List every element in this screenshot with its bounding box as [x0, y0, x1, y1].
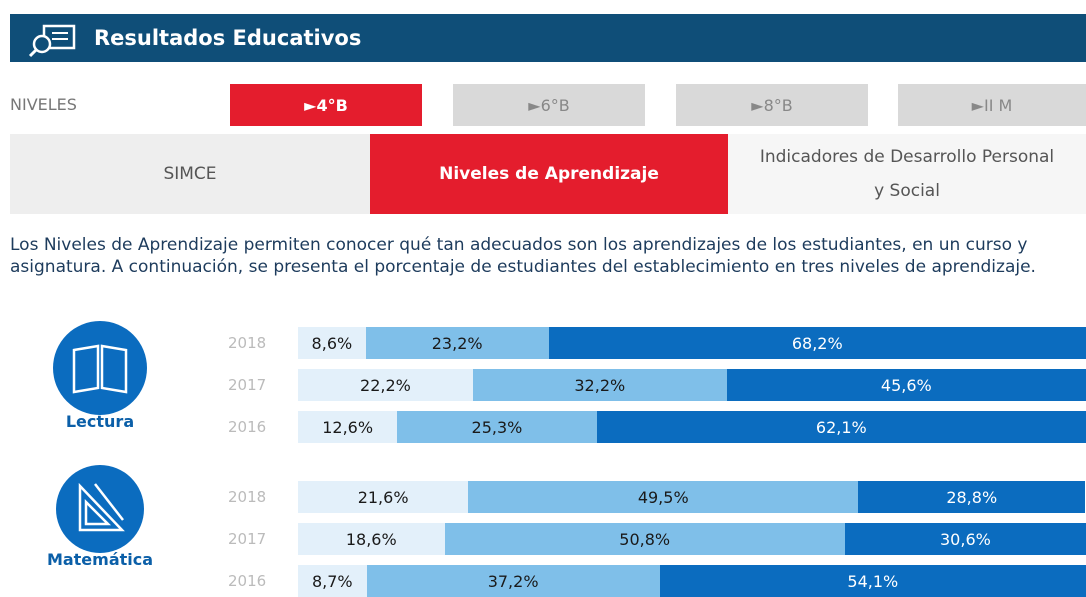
- bar-segment: 25,3%: [397, 411, 597, 443]
- level-tab[interactable]: ►6°B: [453, 84, 645, 126]
- levels-label: NIVELES: [10, 95, 77, 114]
- subject-name: Matemática: [46, 550, 154, 569]
- header-title: Resultados Educativos: [94, 26, 362, 50]
- year-label: 2018: [228, 488, 267, 506]
- subject-name: Lectura: [65, 412, 135, 431]
- level-tab[interactable]: ►II M: [898, 84, 1086, 126]
- bar-segment: 23,2%: [365, 327, 549, 359]
- bar-segment: 30,6%: [844, 523, 1086, 555]
- bar-segment: 37,2%: [366, 565, 660, 597]
- bar-segment: 32,2%: [472, 369, 727, 401]
- header-icon: [28, 24, 76, 58]
- bar-segment: 12,6%: [298, 411, 398, 443]
- level-tab[interactable]: ►8°B: [676, 84, 868, 126]
- year-label: 2016: [228, 572, 267, 590]
- year-label: 2017: [228, 376, 267, 394]
- header-bar: [10, 14, 1086, 62]
- bar-segment: 22,2%: [298, 369, 473, 401]
- bar-segment: 49,5%: [468, 481, 859, 513]
- section-tab[interactable]: Niveles de Aprendizaje: [370, 134, 728, 214]
- bar-segment: 8,6%: [298, 327, 366, 359]
- bar-segment: 50,8%: [444, 523, 845, 555]
- bar-segment: 28,8%: [858, 481, 1086, 513]
- year-label: 2017: [228, 530, 267, 548]
- description: Los Niveles de Aprendizaje permiten cono…: [10, 235, 1036, 277]
- section-tab[interactable]: SIMCE: [10, 134, 370, 214]
- bar-segment: 54,1%: [659, 565, 1086, 597]
- bar-segment: 62,1%: [596, 411, 1086, 443]
- level-tab[interactable]: ►4°B: [230, 84, 422, 126]
- lectura-icon: [53, 321, 147, 415]
- year-label: 2018: [228, 334, 267, 352]
- section-tab[interactable]: Indicadores de Desarrollo Personal y Soc…: [728, 134, 1086, 214]
- bar-segment: 8,7%: [298, 565, 367, 597]
- bar-segment: 21,6%: [298, 481, 469, 513]
- bar-segment: 68,2%: [548, 327, 1086, 359]
- matematica-icon: [56, 465, 144, 553]
- bar-segment: 18,6%: [298, 523, 445, 555]
- year-label: 2016: [228, 418, 267, 436]
- bar-segment: 45,6%: [726, 369, 1086, 401]
